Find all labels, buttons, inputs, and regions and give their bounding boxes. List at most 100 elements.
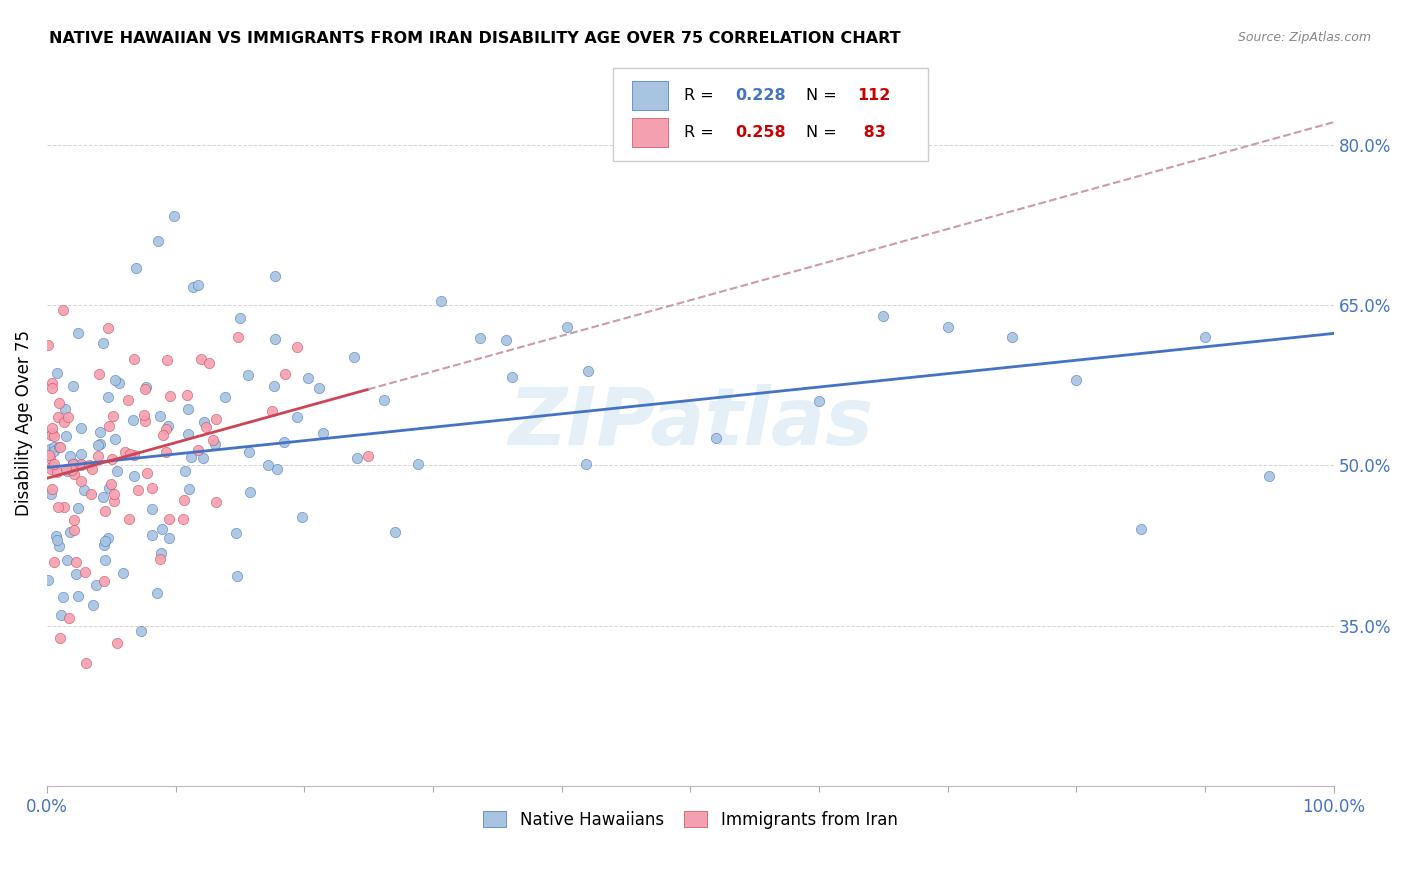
Point [239,484,262,499]
Point [59,450,82,464]
Point [48,441,70,455]
Point [103,494,125,508]
Point [75,566,97,580]
Point [373,393,395,408]
Point [149,409,172,424]
Point [198,355,221,369]
Point [157,531,180,545]
Point [152,427,174,442]
Point [122,469,145,483]
Text: 0.228: 0.228 [735,87,786,103]
Point [52,590,75,604]
Point [129,624,152,638]
Point [48,539,70,553]
Point [42,457,65,471]
Point [60,463,83,477]
Point [58,611,80,625]
Legend: Native Hawaiians, Immigrants from Iran: Native Hawaiians, Immigrants from Iran [477,805,904,836]
Point [495,333,517,347]
Point [55,429,77,443]
Point [42,429,65,443]
FancyBboxPatch shape [633,80,668,110]
Point [41,421,63,435]
Point [125,261,148,276]
Point [285,340,308,354]
Point [70,421,93,435]
Point [263,379,285,393]
Point [187,443,209,458]
Point [141,528,163,542]
Point [156,419,179,434]
Point [52,302,75,317]
Point [136,466,159,480]
Point [704,431,727,445]
Text: ZIPatlas: ZIPatlas [508,384,873,462]
Point [238,444,260,458]
Point [204,437,226,451]
Point [77,458,100,472]
Point [46,500,69,514]
Point [176,427,198,442]
Point [104,432,127,446]
Point [45,465,67,479]
Point [105,636,128,650]
Point [118,447,141,461]
Point [501,369,523,384]
Point [69,474,91,488]
Point [163,209,186,223]
Point [141,502,163,516]
Point [53,402,76,417]
Text: Source: ZipAtlas.com: Source: ZipAtlas.com [1237,31,1371,45]
Point [190,351,212,366]
Text: 0.258: 0.258 [735,125,786,140]
Point [214,390,236,404]
Point [150,546,173,560]
Point [122,351,145,366]
Point [191,451,214,466]
Point [103,487,125,501]
Point [94,504,117,518]
Point [135,380,157,394]
Point [406,457,429,471]
Point [87,450,110,464]
Point [97,419,120,434]
Point [155,422,177,436]
Point [229,310,252,325]
Point [176,388,198,402]
Point [49,440,72,454]
Point [56,409,79,424]
Point [193,415,215,429]
Point [429,293,451,308]
Point [187,277,209,292]
Point [114,445,136,459]
Point [122,412,145,426]
Point [46,366,69,380]
Point [1064,373,1087,387]
Point [80,486,103,500]
Point [274,368,297,382]
Point [297,371,319,385]
Point [872,309,894,323]
Point [89,437,111,451]
Text: NATIVE HAWAIIAN VS IMMIGRANTS FROM IRAN DISABILITY AGE OVER 75 CORRELATION CHART: NATIVE HAWAIIAN VS IMMIGRANTS FROM IRAN … [49,31,901,46]
Point [194,420,217,434]
Point [1194,330,1216,344]
Point [41,425,63,440]
Point [149,551,172,566]
Point [127,483,149,497]
Point [42,444,65,458]
Point [91,490,114,504]
Point [111,566,134,581]
Point [67,500,90,515]
Point [159,389,181,403]
Point [141,481,163,495]
Point [62,456,84,470]
Point [101,409,124,423]
Point [1001,330,1024,344]
Point [256,458,278,473]
Point [97,531,120,545]
Point [53,500,76,515]
Point [238,368,260,383]
Point [37,338,59,352]
Point [62,378,84,392]
